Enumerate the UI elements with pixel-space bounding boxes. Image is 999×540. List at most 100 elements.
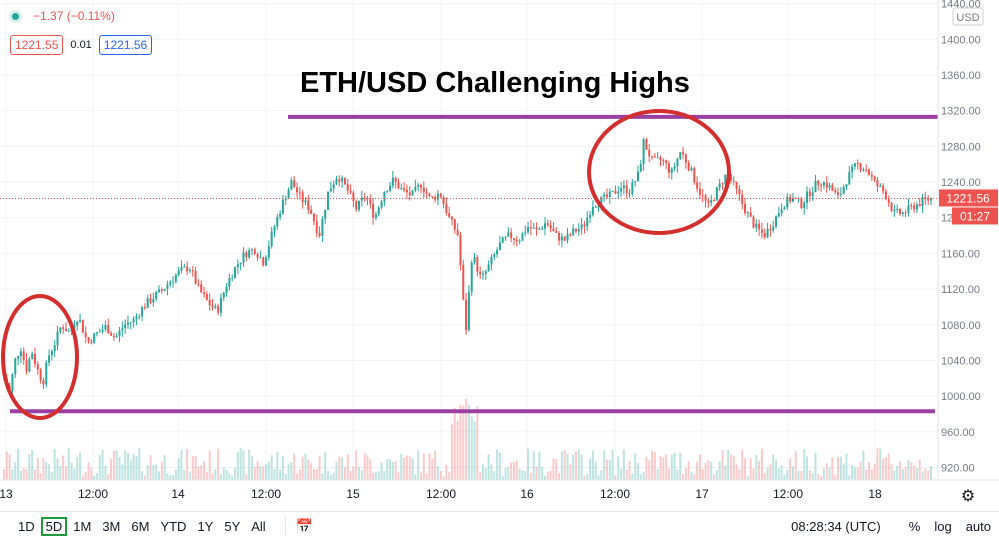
- candle-body: [422, 187, 425, 192]
- volume-bar: [746, 475, 749, 480]
- candle-body: [276, 217, 279, 227]
- volume-bar: [622, 449, 625, 480]
- volume-bar: [825, 463, 828, 480]
- volume-bar: [281, 455, 284, 480]
- volume-bar: [577, 449, 580, 480]
- timeframe-5y[interactable]: 5Y: [224, 518, 241, 534]
- volume-bar: [28, 454, 31, 480]
- timeframe-5d[interactable]: 5D: [40, 516, 68, 536]
- candle-body: [662, 160, 665, 162]
- price-axis[interactable]: [938, 0, 999, 480]
- time-tick-label: 14: [171, 487, 185, 501]
- volume-bar: [543, 475, 546, 480]
- volume-bar: [679, 452, 682, 480]
- candle-body: [67, 331, 70, 333]
- timeframe-1m[interactable]: 1M: [73, 518, 92, 534]
- timeframe-all[interactable]: All: [251, 518, 266, 534]
- candle-body: [515, 239, 518, 242]
- volume-bar: [518, 468, 521, 480]
- candle-body: [62, 327, 65, 329]
- bottom-toolbar: 1D 5D 1M 3M 6M YTD 1Y 5Y All 📅 08:28:34 (UTC) % …: [0, 511, 999, 540]
- volume-bar: [560, 451, 563, 480]
- volume-bar: [445, 464, 448, 480]
- timeframe-3m[interactable]: 3M: [102, 518, 121, 534]
- calendar-range-icon[interactable]: 📅: [295, 517, 314, 534]
- timeframe-1d[interactable]: 1D: [18, 518, 35, 534]
- volume-bar: [70, 462, 73, 480]
- status-dot-icon: [12, 12, 19, 20]
- candle-body: [374, 214, 377, 218]
- candle-body: [42, 380, 45, 385]
- candle-body: [645, 139, 648, 150]
- volume-bar: [729, 454, 732, 480]
- candle-body: [493, 254, 496, 258]
- candle-body: [546, 223, 549, 226]
- candle-body: [169, 281, 172, 285]
- candle-body: [746, 212, 749, 214]
- candle-body: [848, 171, 851, 185]
- price-tick-label: 1320.00: [941, 106, 981, 118]
- volume-bar: [865, 469, 868, 480]
- volume-bar: [529, 472, 532, 480]
- log-toggle[interactable]: log: [934, 518, 952, 534]
- volume-bar: [665, 454, 668, 480]
- percent-toggle[interactable]: %: [908, 518, 921, 534]
- candle-body: [648, 149, 651, 157]
- candle-body: [141, 306, 144, 317]
- volume-bar: [50, 472, 53, 480]
- candle-body: [256, 253, 259, 258]
- volume-bar: [146, 465, 149, 480]
- candle-body: [265, 257, 268, 266]
- candle-body: [859, 163, 862, 170]
- candle-body: [634, 181, 637, 183]
- price-change-row: −1.37 (−0.11%): [12, 9, 115, 23]
- timeframe-ytd[interactable]: YTD: [160, 518, 187, 534]
- volume-bar: [921, 471, 924, 480]
- volume-bar: [572, 454, 575, 480]
- settings-gear-icon[interactable]: ⚙: [961, 488, 975, 505]
- candle-body: [718, 183, 721, 188]
- volume-bar: [701, 469, 704, 480]
- volume-bar: [851, 465, 854, 480]
- volume-bar: [651, 450, 654, 480]
- volume-bar: [217, 448, 220, 480]
- volume-bar: [324, 451, 327, 480]
- volume-bar: [876, 448, 879, 480]
- volume-bar: [794, 451, 797, 480]
- volume-bar: [479, 472, 482, 480]
- volume-bar: [332, 472, 335, 480]
- clock-time[interactable]: 08:28:34 (UTC): [791, 518, 881, 534]
- volume-bar: [118, 457, 121, 480]
- timeframe-1y[interactable]: 1Y: [197, 518, 214, 534]
- timeframe-6m[interactable]: 6M: [131, 518, 150, 534]
- candle-body: [870, 174, 873, 177]
- candle-body: [369, 199, 372, 204]
- volume-bar: [321, 473, 324, 480]
- volume-bar: [107, 474, 110, 480]
- volume-bar: [901, 468, 904, 480]
- volume-bars: [3, 398, 932, 480]
- volume-bar: [459, 404, 462, 480]
- candle-body: [930, 198, 932, 201]
- spread-value: 0.01: [70, 39, 92, 51]
- bid-price[interactable]: 1221.55: [10, 35, 64, 55]
- volume-bar: [727, 450, 730, 480]
- price-chart[interactable]: ETH/USD Challenging Highs 1440.00 1400.00…: [0, 0, 999, 511]
- volume-bar: [769, 464, 772, 480]
- candle-body: [239, 262, 242, 265]
- volume-bar: [707, 460, 710, 480]
- volume-bar: [915, 468, 918, 480]
- candle-body: [214, 306, 217, 308]
- time-axis-ticks: 13 12:00 14 12:00 15 12:00 16 12:00 17 12:00 18: [0, 487, 882, 501]
- volume-bar: [667, 468, 670, 480]
- volume-bar: [343, 466, 346, 480]
- volume-bar: [363, 453, 366, 480]
- candle-body: [219, 297, 222, 313]
- auto-toggle[interactable]: auto: [965, 518, 991, 534]
- candle-body: [696, 182, 699, 189]
- volume-bar: [763, 472, 766, 480]
- ask-price[interactable]: 1221.56: [98, 35, 153, 55]
- candle-body: [710, 200, 713, 203]
- candle-body: [605, 194, 608, 198]
- volume-bar: [470, 416, 473, 480]
